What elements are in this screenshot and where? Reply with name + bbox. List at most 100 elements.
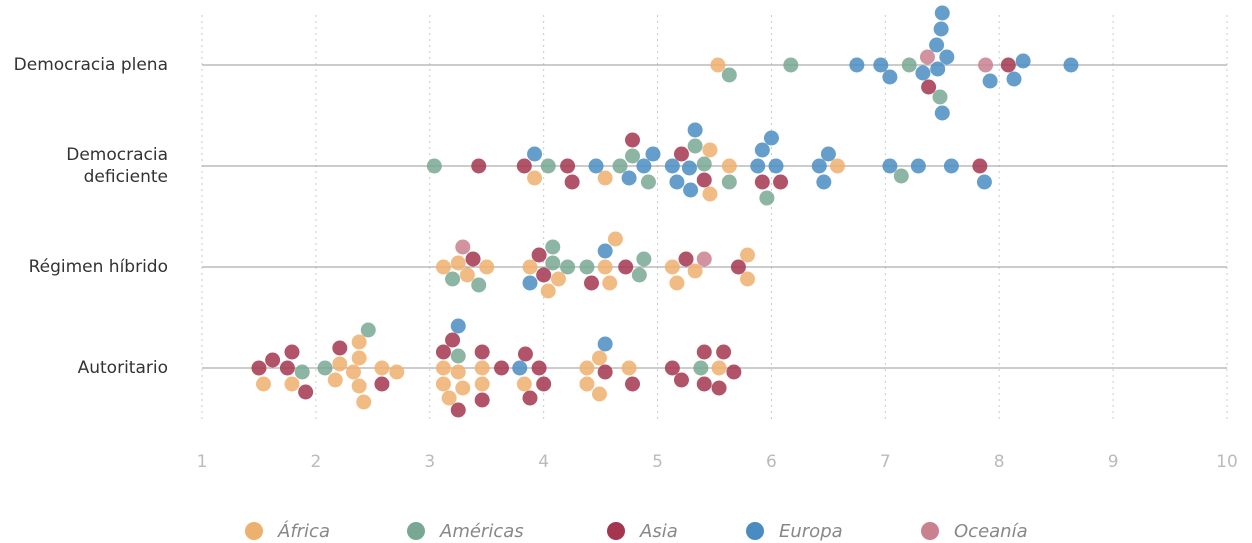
dot [716, 344, 732, 360]
x-tick-label: 10 [1216, 452, 1238, 472]
dot [820, 146, 836, 162]
category-label: Democracia deficiente [66, 145, 168, 187]
dot [934, 105, 950, 121]
dot [773, 174, 789, 190]
dot [441, 390, 457, 406]
dot [531, 247, 547, 263]
dot [284, 344, 300, 360]
legend-marker [245, 522, 263, 540]
category-label: Democracia plena [13, 55, 168, 75]
legend-label: Asia [639, 521, 678, 542]
dot [740, 271, 756, 287]
legend-label: Europa [779, 521, 843, 542]
dot [664, 259, 680, 275]
dot [531, 360, 547, 376]
dot [597, 259, 613, 275]
x-tick-label: 3 [424, 452, 435, 472]
dot [332, 340, 348, 356]
dot [982, 73, 998, 89]
dot [625, 132, 640, 148]
legend-marker [746, 522, 764, 540]
dot [934, 5, 950, 21]
dot [759, 190, 775, 206]
dot [882, 69, 898, 85]
dot [426, 158, 442, 174]
dot [669, 275, 685, 291]
dot [754, 142, 770, 158]
x-tick-label: 8 [994, 452, 1005, 472]
dot [901, 57, 917, 73]
dot [696, 376, 712, 392]
dot [1015, 53, 1031, 69]
dot [351, 350, 367, 366]
dot [522, 275, 538, 291]
dot [471, 277, 487, 293]
dot [584, 275, 599, 291]
dot [351, 378, 367, 394]
dot [265, 352, 281, 368]
dot [687, 138, 703, 154]
dot [721, 174, 737, 190]
category-label: Autoritario [77, 358, 168, 378]
legend-marker [607, 522, 625, 540]
dot [435, 360, 451, 376]
dot [972, 158, 988, 174]
dot [636, 158, 652, 174]
dot [527, 146, 543, 162]
dot [768, 158, 784, 174]
dot [474, 392, 490, 408]
dot [435, 376, 451, 392]
x-tick-label: 7 [880, 452, 891, 472]
dot [932, 89, 948, 105]
dot [730, 259, 746, 275]
dot [664, 158, 680, 174]
dot [921, 79, 937, 95]
dot [579, 376, 595, 392]
dot [702, 186, 718, 202]
dot [625, 376, 640, 392]
dot [351, 334, 367, 350]
dot [256, 376, 271, 392]
dot [910, 158, 926, 174]
dot [597, 364, 613, 380]
dot [673, 372, 689, 388]
dot [673, 146, 689, 162]
dot [327, 372, 343, 388]
dot [450, 255, 466, 271]
dot [726, 364, 742, 380]
dot [711, 380, 727, 396]
dot [279, 360, 295, 376]
dot [450, 402, 466, 418]
dot [564, 174, 580, 190]
dot [516, 376, 532, 392]
dot [602, 275, 618, 291]
dot [811, 158, 827, 174]
legend-marker [921, 522, 939, 540]
dot [1006, 71, 1022, 87]
dot [435, 259, 451, 275]
dot [517, 346, 533, 362]
dot [459, 267, 475, 283]
dot [317, 360, 333, 376]
dot [455, 239, 471, 255]
dot [298, 384, 314, 400]
dot [640, 174, 656, 190]
dot [696, 251, 712, 267]
dot [471, 158, 487, 174]
dot [830, 158, 845, 174]
dot [783, 57, 799, 73]
dot [597, 336, 613, 352]
dot [540, 158, 556, 174]
dot [618, 259, 634, 275]
dot [763, 130, 779, 146]
legend-label: Oceanía [954, 521, 1028, 542]
dot [915, 65, 931, 81]
dot [536, 267, 552, 283]
dot [978, 57, 994, 73]
dot [1063, 57, 1079, 73]
dot [696, 156, 712, 172]
dot [435, 344, 451, 360]
dot [445, 271, 461, 287]
dot [474, 344, 490, 360]
dot [711, 360, 727, 376]
